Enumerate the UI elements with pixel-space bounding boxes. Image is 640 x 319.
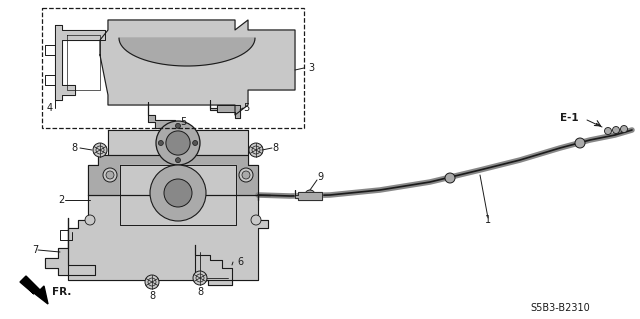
Text: 5: 5 [243, 103, 249, 113]
Polygon shape [20, 276, 48, 304]
Polygon shape [120, 165, 236, 225]
Circle shape [85, 215, 95, 225]
Polygon shape [210, 100, 240, 118]
Circle shape [239, 168, 253, 182]
Circle shape [251, 215, 261, 225]
Circle shape [575, 138, 585, 148]
Circle shape [175, 158, 180, 163]
Circle shape [106, 171, 114, 179]
Circle shape [612, 127, 620, 133]
Polygon shape [295, 190, 322, 200]
Text: 4: 4 [47, 103, 53, 113]
Circle shape [249, 143, 263, 157]
Polygon shape [45, 218, 95, 275]
Text: 8: 8 [272, 143, 278, 153]
Circle shape [445, 173, 455, 183]
Circle shape [145, 275, 159, 289]
Polygon shape [68, 195, 268, 280]
Text: S5B3-B2310: S5B3-B2310 [530, 303, 589, 313]
Circle shape [166, 131, 190, 155]
Circle shape [164, 179, 192, 207]
Circle shape [150, 165, 206, 221]
Circle shape [193, 140, 198, 145]
Polygon shape [100, 20, 295, 115]
Circle shape [242, 171, 250, 179]
Circle shape [193, 271, 207, 285]
Circle shape [103, 168, 117, 182]
Text: FR.: FR. [52, 287, 72, 297]
Polygon shape [108, 130, 248, 155]
Circle shape [305, 190, 315, 200]
Circle shape [93, 143, 107, 157]
Polygon shape [119, 38, 255, 66]
Circle shape [621, 125, 627, 132]
Text: 3: 3 [308, 63, 314, 73]
Text: 8: 8 [149, 291, 155, 301]
Text: 1: 1 [485, 215, 491, 225]
Circle shape [175, 123, 180, 128]
Text: 6: 6 [237, 257, 243, 267]
Circle shape [158, 140, 163, 145]
Polygon shape [148, 102, 175, 128]
Polygon shape [195, 245, 232, 285]
Bar [42, 8, 304, 128]
Polygon shape [55, 25, 105, 100]
Text: 2: 2 [58, 195, 64, 205]
Text: 7: 7 [32, 245, 38, 255]
Circle shape [156, 121, 200, 165]
Text: 9: 9 [317, 172, 323, 182]
Polygon shape [88, 155, 258, 195]
Text: 8: 8 [72, 143, 78, 153]
Text: 5: 5 [180, 117, 186, 127]
Circle shape [605, 128, 611, 135]
Text: E-1: E-1 [560, 113, 579, 123]
Text: 8: 8 [197, 287, 203, 297]
